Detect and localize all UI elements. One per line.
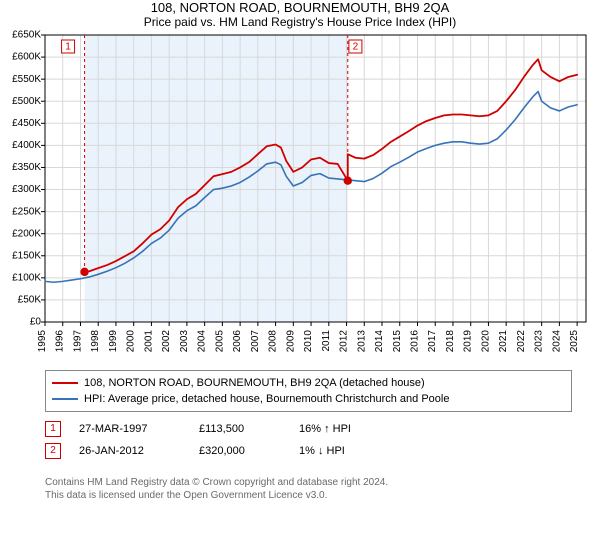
chart-title: 108, NORTON ROAD, BOURNEMOUTH, BH9 2QA <box>0 0 600 15</box>
price-chart: £0 £50K £100K £150K £200K £250K £300K £350K £400… <box>0 29 600 364</box>
svg-text:2003: 2003 <box>179 330 190 353</box>
svg-text:1998: 1998 <box>90 330 101 353</box>
svg-text:£50K: £50K <box>18 295 42 306</box>
svg-text:2002: 2002 <box>161 330 172 353</box>
svg-text:£600K: £600K <box>12 52 41 63</box>
legend: 108, NORTON ROAD, BOURNEMOUTH, BH9 2QA (… <box>45 370 572 412</box>
sale-price: £320,000 <box>199 445 299 457</box>
svg-text:£450K: £450K <box>12 118 41 129</box>
sale-delta: 16% ↑ HPI <box>299 423 399 435</box>
svg-text:£0: £0 <box>30 317 42 328</box>
svg-text:2018: 2018 <box>445 330 456 353</box>
svg-text:2005: 2005 <box>214 330 225 353</box>
svg-text:2013: 2013 <box>356 330 367 353</box>
svg-text:2: 2 <box>353 42 359 53</box>
svg-text:1: 1 <box>65 42 71 53</box>
svg-text:2016: 2016 <box>409 330 420 353</box>
svg-text:2015: 2015 <box>392 330 403 353</box>
svg-text:£400K: £400K <box>12 140 41 151</box>
svg-text:2004: 2004 <box>197 330 208 353</box>
svg-text:£300K: £300K <box>12 184 41 195</box>
sale-marker-icon: 2 <box>45 443 61 459</box>
svg-text:2010: 2010 <box>303 330 314 353</box>
sale-date: 27-MAR-1997 <box>79 423 199 435</box>
svg-text:2022: 2022 <box>516 330 527 353</box>
sale-row: 2 26-JAN-2012£320,0001% ↓ HPI <box>45 440 572 462</box>
svg-text:£250K: £250K <box>12 206 41 217</box>
svg-text:2017: 2017 <box>427 330 438 353</box>
svg-text:1997: 1997 <box>72 330 83 353</box>
svg-text:2006: 2006 <box>232 330 243 353</box>
svg-text:2012: 2012 <box>339 330 350 353</box>
svg-text:1995: 1995 <box>37 330 48 353</box>
svg-text:2011: 2011 <box>321 330 332 352</box>
sale-row: 1 27-MAR-1997£113,50016% ↑ HPI <box>45 418 572 440</box>
attribution-footer: Contains HM Land Registry data © Crown c… <box>45 476 572 502</box>
svg-text:£550K: £550K <box>12 74 41 85</box>
svg-text:£650K: £650K <box>12 30 41 41</box>
svg-text:2020: 2020 <box>480 330 491 353</box>
svg-text:£150K: £150K <box>12 250 41 261</box>
svg-text:2007: 2007 <box>250 330 261 353</box>
legend-label-hpi: HPI: Average price, detached house, Bour… <box>84 393 449 405</box>
svg-text:£200K: £200K <box>12 228 41 239</box>
legend-item-property: 108, NORTON ROAD, BOURNEMOUTH, BH9 2QA (… <box>52 375 565 391</box>
svg-text:£350K: £350K <box>12 162 41 173</box>
sale-marker-icon: 1 <box>45 421 61 437</box>
sale-delta: 1% ↓ HPI <box>299 445 399 457</box>
svg-text:2001: 2001 <box>143 330 154 353</box>
svg-text:1996: 1996 <box>55 330 66 353</box>
svg-text:2009: 2009 <box>285 330 296 353</box>
chart-subtitle: Price paid vs. HM Land Registry's House … <box>0 15 600 29</box>
sale-price: £113,500 <box>199 423 299 435</box>
svg-text:2023: 2023 <box>534 330 545 353</box>
svg-text:2025: 2025 <box>569 330 580 353</box>
svg-text:2021: 2021 <box>498 330 509 353</box>
sale-date: 26-JAN-2012 <box>79 445 199 457</box>
svg-text:2019: 2019 <box>463 330 474 353</box>
svg-text:1999: 1999 <box>108 330 119 353</box>
svg-text:2014: 2014 <box>374 330 385 353</box>
sales-table: 1 27-MAR-1997£113,50016% ↑ HPI 2 26-JAN-201… <box>45 418 572 462</box>
svg-text:£500K: £500K <box>12 96 41 107</box>
legend-item-hpi: HPI: Average price, detached house, Bour… <box>52 391 565 407</box>
svg-text:2024: 2024 <box>551 330 562 353</box>
svg-text:2000: 2000 <box>126 330 137 353</box>
svg-text:£100K: £100K <box>12 272 41 283</box>
legend-label-property: 108, NORTON ROAD, BOURNEMOUTH, BH9 2QA (… <box>84 377 425 389</box>
svg-text:2008: 2008 <box>268 330 279 353</box>
